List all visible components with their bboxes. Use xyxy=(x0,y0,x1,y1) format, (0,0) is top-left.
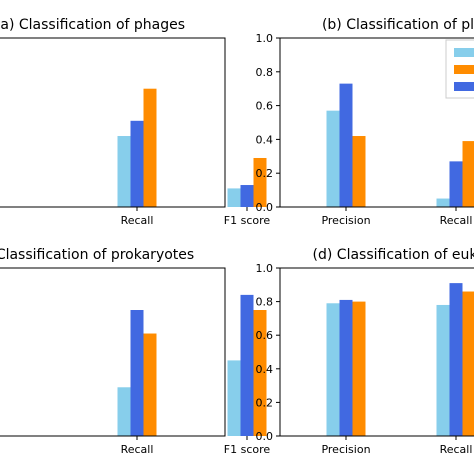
xtick-label-b-0: Precision xyxy=(321,214,370,227)
ytick-label-b-2: 0.4 xyxy=(256,133,274,146)
bar-a-s1-c1 xyxy=(130,120,144,207)
bar-c-s0-c1 xyxy=(117,387,131,436)
bar-c-s2-c1 xyxy=(143,333,157,436)
legend-swatch-light xyxy=(454,48,474,57)
ytick-label-b-0: 0.0 xyxy=(256,201,274,214)
bar-c-s0-c2 xyxy=(227,360,241,436)
bar-d-s2-c0 xyxy=(352,301,366,436)
xtick-label-a-1: Recall xyxy=(121,214,154,227)
xtick-label-c-1: Recall xyxy=(121,443,154,456)
xtick-label-d-1: Recall xyxy=(440,443,473,456)
bar-b-s1-c1 xyxy=(449,161,463,207)
bar-b-s2-c0 xyxy=(352,136,366,207)
bar-a-s1-c2 xyxy=(240,185,254,207)
xtick-label-a-2: F1 score xyxy=(224,214,271,227)
panel-b: (b) Classification of pl Precision Recall… xyxy=(256,17,474,227)
legend-swatch-blue xyxy=(454,82,474,91)
axes-frame-a xyxy=(0,37,226,208)
bar-c-s2-c2 xyxy=(253,310,267,436)
panel-d-title: (d) Classification of euk xyxy=(313,247,474,263)
panel-a-plot: Recall F1 score xyxy=(0,37,271,227)
bar-d-s1-c1 xyxy=(449,283,463,436)
panel-b-legend xyxy=(445,39,474,99)
legend-swatch-orange xyxy=(454,65,474,74)
ytick-label-b-3: 0.6 xyxy=(256,100,274,113)
ytick-label-b-1: 0.2 xyxy=(256,167,274,180)
bar-d-s0-c0 xyxy=(326,303,340,436)
axes-frame-d xyxy=(279,267,474,437)
panel-a-title: (a) Classification of phages xyxy=(0,17,185,33)
ytick-label-b-5: 1.0 xyxy=(256,32,274,45)
bar-d-s2-c1 xyxy=(462,291,474,436)
panel-d: (d) Classification of euk Precision Recal… xyxy=(256,247,474,456)
bar-b-s0-c0 xyxy=(326,110,340,207)
axes-frame-b xyxy=(279,37,474,208)
ytick-label-d-0: 0.0 xyxy=(256,430,274,443)
xtick-label-b-1: Recall xyxy=(440,214,473,227)
ytick-label-d-2: 0.4 xyxy=(256,363,274,376)
bar-a-s2-c2 xyxy=(253,157,267,207)
xtick-label-d-0: Precision xyxy=(321,443,370,456)
xtick-label-c-2: F1 score xyxy=(224,443,271,456)
panel-a: (a) Classification of phages Recall F1 sc… xyxy=(0,17,270,227)
bar-b-s0-c1 xyxy=(436,198,450,207)
bar-a-s2-c1 xyxy=(143,88,157,207)
panel-b-plot: Precision Recall 0.0 0.2 0.4 0.6 0.8 1.0 xyxy=(256,32,474,227)
ytick-label-d-1: 0.2 xyxy=(256,396,274,409)
bar-d-s0-c1 xyxy=(436,304,450,436)
panel-c-title: Classification of prokaryotes xyxy=(0,247,194,263)
bar-a-s0-c1 xyxy=(117,136,131,207)
panel-d-plot: Precision Recall 0.0 0.2 0.4 0.6 0.8 1.0 xyxy=(256,262,474,456)
bar-b-s1-c0 xyxy=(339,83,353,207)
panel-b-title: (b) Classification of pl xyxy=(322,17,474,33)
ytick-label-d-4: 0.8 xyxy=(256,296,274,309)
bar-d-s1-c0 xyxy=(339,299,353,436)
axes-frame-c xyxy=(0,267,226,437)
ytick-label-b-4: 0.8 xyxy=(256,66,274,79)
ytick-label-d-5: 1.0 xyxy=(256,262,274,275)
ytick-label-d-3: 0.6 xyxy=(256,329,274,342)
bar-b-s2-c1 xyxy=(462,141,474,207)
bar-a-s0-c2 xyxy=(227,188,241,207)
bar-c-s1-c1 xyxy=(130,310,144,436)
panel-c-plot: Recall F1 score xyxy=(0,267,271,456)
bar-c-s1-c2 xyxy=(240,294,254,436)
panel-c: Classification of prokaryotes Recall F1 s… xyxy=(0,247,270,456)
